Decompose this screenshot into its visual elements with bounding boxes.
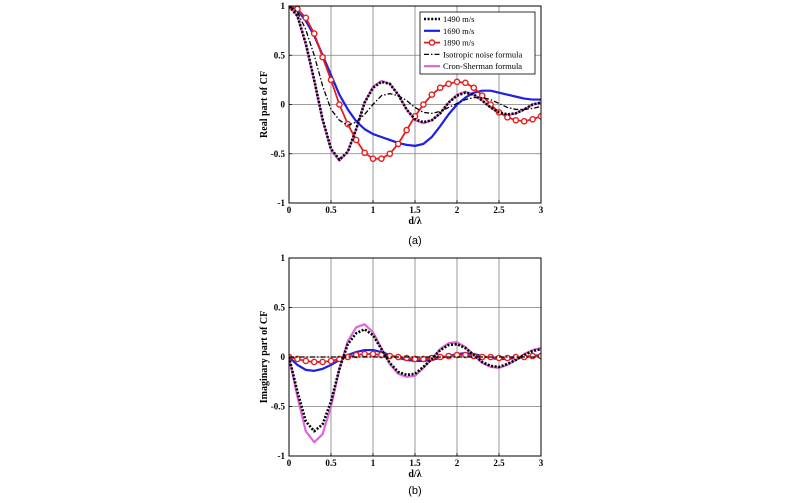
series-line-1490-m-s xyxy=(289,327,541,433)
series-point-1890-m-s xyxy=(512,116,520,124)
series-point-1890-m-s xyxy=(369,350,377,358)
x-tick-label: 1.5 xyxy=(409,205,421,215)
y-tick-label: 1 xyxy=(281,253,286,263)
series-point-1890-m-s xyxy=(529,115,536,123)
x-tick-label: 3 xyxy=(539,458,544,468)
x-tick-label: 0 xyxy=(287,205,292,215)
panel-a: 0 0.5 1 1.5 2 2.5 3 -1 -0.5 0 0.5 1 d/λ Real part of … xyxy=(259,1,544,247)
panel-b: 0 0.5 1 1.5 2 2.5 3 -1 -0.5 0 0.5 1 d/λ Imaginary par… xyxy=(259,253,544,497)
legend-marker xyxy=(428,39,436,46)
series-point-1890-m-s xyxy=(361,149,368,157)
x-tick-label: 1.5 xyxy=(409,458,421,468)
series-point-1890-m-s xyxy=(470,84,478,92)
x-axis-label: d/λ xyxy=(408,216,421,227)
series-point-1890-m-s xyxy=(520,117,528,125)
series-point-1890-m-s xyxy=(327,357,335,365)
y-tick-label: -1 xyxy=(278,451,286,461)
x-tick-label: 2 xyxy=(455,205,460,215)
series-point-1890-m-s xyxy=(428,91,436,98)
series-point-1890-m-s xyxy=(369,155,377,162)
series-point-1890-m-s xyxy=(453,78,461,86)
series-point-1890-m-s xyxy=(537,113,541,120)
series-group xyxy=(289,6,541,162)
series-point-1890-m-s xyxy=(327,76,335,84)
y-tick-label: 0 xyxy=(281,100,286,110)
y-tick-label: -0.5 xyxy=(271,402,286,412)
x-tick-label: 0.5 xyxy=(325,205,337,215)
legend-entry: Isotropic noise formula xyxy=(443,49,523,59)
y-tick-label: 0.5 xyxy=(274,303,286,313)
y-tick-label: -0.5 xyxy=(271,149,286,159)
x-tick-label: 1 xyxy=(371,458,376,468)
x-tick-label: 2 xyxy=(455,458,460,468)
series-point-1890-m-s xyxy=(504,114,511,121)
y-tick-label: 0.5 xyxy=(274,50,286,60)
series-point-1890-m-s xyxy=(352,136,360,144)
series-point-1890-m-s xyxy=(319,53,326,61)
panel-caption: (b) xyxy=(408,485,421,497)
series-point-1890-m-s xyxy=(336,101,343,108)
y-axis-label: Imaginary part of CF xyxy=(259,311,270,404)
series-line-1690-m-s xyxy=(289,6,541,147)
series-point-1890-m-s xyxy=(529,352,536,360)
y-tick-label: -1 xyxy=(278,198,286,208)
series-point-1890-m-s xyxy=(386,150,394,158)
x-tick-label: 0 xyxy=(287,458,292,468)
series-point-1890-m-s xyxy=(478,92,486,99)
y-tick-label: 1 xyxy=(281,1,286,11)
series-point-1890-m-s xyxy=(537,352,541,360)
series-point-1890-m-s xyxy=(495,354,503,362)
x-axis-label: d/λ xyxy=(408,469,421,480)
panel-caption: (a) xyxy=(408,235,421,247)
y-axis-label: Real part of CF xyxy=(259,71,270,138)
legend-entry: Cron-Sherman formula xyxy=(443,61,522,71)
series-point-1890-m-s xyxy=(504,354,511,362)
series-point-1890-m-s xyxy=(310,358,318,366)
legend-entry: 1690 m/s xyxy=(443,26,474,36)
series-point-1890-m-s xyxy=(436,84,444,92)
series-point-1890-m-s xyxy=(462,79,469,87)
series-point-1890-m-s xyxy=(445,352,452,360)
series-point-1890-m-s xyxy=(302,14,310,22)
series-point-1890-m-s xyxy=(378,155,385,162)
x-tick-label: 1 xyxy=(371,205,376,215)
series-point-1890-m-s xyxy=(403,126,410,134)
series-point-1890-m-s xyxy=(394,140,402,148)
series-point-1890-m-s xyxy=(420,101,427,108)
legend-entry: 1490 m/s xyxy=(443,14,474,24)
y-tick-label: 0 xyxy=(281,352,286,362)
series-point-1890-m-s xyxy=(319,358,326,366)
series-group xyxy=(289,323,541,444)
series-point-1890-m-s xyxy=(403,354,410,362)
series-point-1890-m-s xyxy=(361,350,368,358)
series-line-1490-m-s xyxy=(289,6,541,161)
x-tick-label: 3 xyxy=(539,205,544,215)
series-point-1890-m-s xyxy=(302,357,310,365)
x-tick-label: 0.5 xyxy=(325,458,337,468)
x-tick-label: 2.5 xyxy=(493,205,505,215)
series-point-1890-m-s xyxy=(310,30,318,37)
x-tick-label: 2.5 xyxy=(493,458,505,468)
series-point-1890-m-s xyxy=(445,80,452,88)
legend-entry: 1890 m/s xyxy=(443,38,474,48)
